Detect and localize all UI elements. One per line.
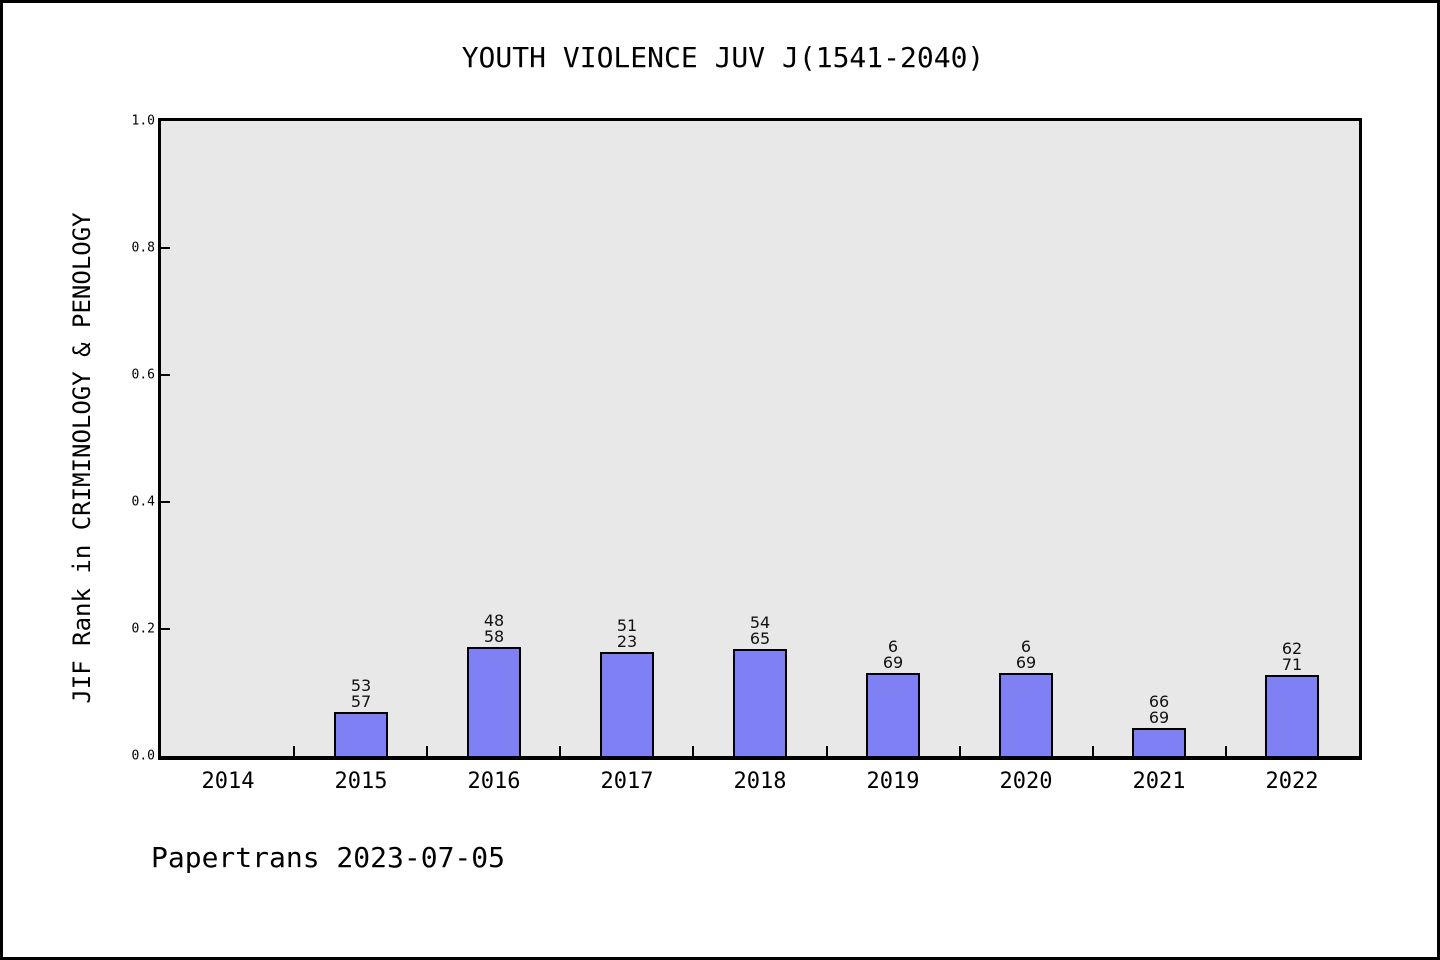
bar-value-label-2017: 51 23 [616, 616, 638, 651]
bar-2021 [1132, 728, 1186, 756]
x-tick-label-2017: 2017 [600, 769, 654, 794]
x-axis-tick [293, 746, 295, 756]
bar-value-label-2022: 62 71 [1281, 639, 1303, 674]
y-tick-label-0.6: 0.6 [131, 367, 155, 383]
y-axis-tick [161, 374, 170, 376]
bar-2018 [733, 649, 787, 756]
x-axis-tick [426, 746, 428, 756]
x-axis-tick [692, 746, 694, 756]
x-tick-label-2014: 2014 [201, 769, 255, 794]
x-axis-tick [559, 746, 561, 756]
watermark-text: Papertrans 2023-07-05 [151, 841, 506, 874]
bar-2019 [866, 673, 920, 756]
x-tick-label-2020: 2020 [999, 769, 1053, 794]
x-axis-tick [1092, 746, 1094, 756]
x-tick-label-2021: 2021 [1132, 769, 1186, 794]
bar-value-label-2018: 54 65 [749, 613, 771, 648]
y-tick-label-0.4: 0.4 [131, 494, 155, 510]
x-axis-tick [826, 746, 828, 756]
bar-value-label-2019: 6 69 [882, 637, 904, 672]
y-tick-label-0.0: 0.0 [131, 748, 155, 764]
y-axis-tick [161, 628, 170, 630]
chart-title: YOUTH VIOLENCE JUV J(1541-2040) [461, 41, 985, 74]
y-tick-label-0.2: 0.2 [131, 621, 155, 637]
bar-2016 [467, 647, 521, 756]
x-tick-label-2015: 2015 [334, 769, 388, 794]
bar-value-label-2016: 48 58 [483, 611, 505, 646]
x-tick-label-2018: 2018 [733, 769, 787, 794]
y-axis-tick [161, 501, 170, 503]
bar-2017 [600, 652, 654, 756]
bar-value-label-2021: 66 69 [1148, 692, 1170, 727]
bar-2015 [334, 712, 388, 756]
y-axis-tick [161, 247, 170, 249]
x-axis-tick [959, 746, 961, 756]
bar-2020 [999, 673, 1053, 756]
y-tick-label-1.0: 1.0 [131, 113, 155, 129]
x-tick-label-2022: 2022 [1265, 769, 1319, 794]
bar-value-label-2020: 6 69 [1015, 637, 1037, 672]
bar-2022 [1265, 675, 1319, 756]
plot-area: 53 57 48 58 51 23 54 65 6 69 6 69 66 69 62 71 [158, 118, 1362, 760]
y-tick-label-0.8: 0.8 [131, 240, 155, 256]
bar-value-label-2015: 53 57 [350, 676, 372, 711]
x-axis-tick [1225, 746, 1227, 756]
y-axis-label: JIF Rank in CRIMINOLOGY & PENOLOGY [68, 212, 96, 704]
x-tick-label-2016: 2016 [467, 769, 521, 794]
x-tick-label-2019: 2019 [866, 769, 920, 794]
